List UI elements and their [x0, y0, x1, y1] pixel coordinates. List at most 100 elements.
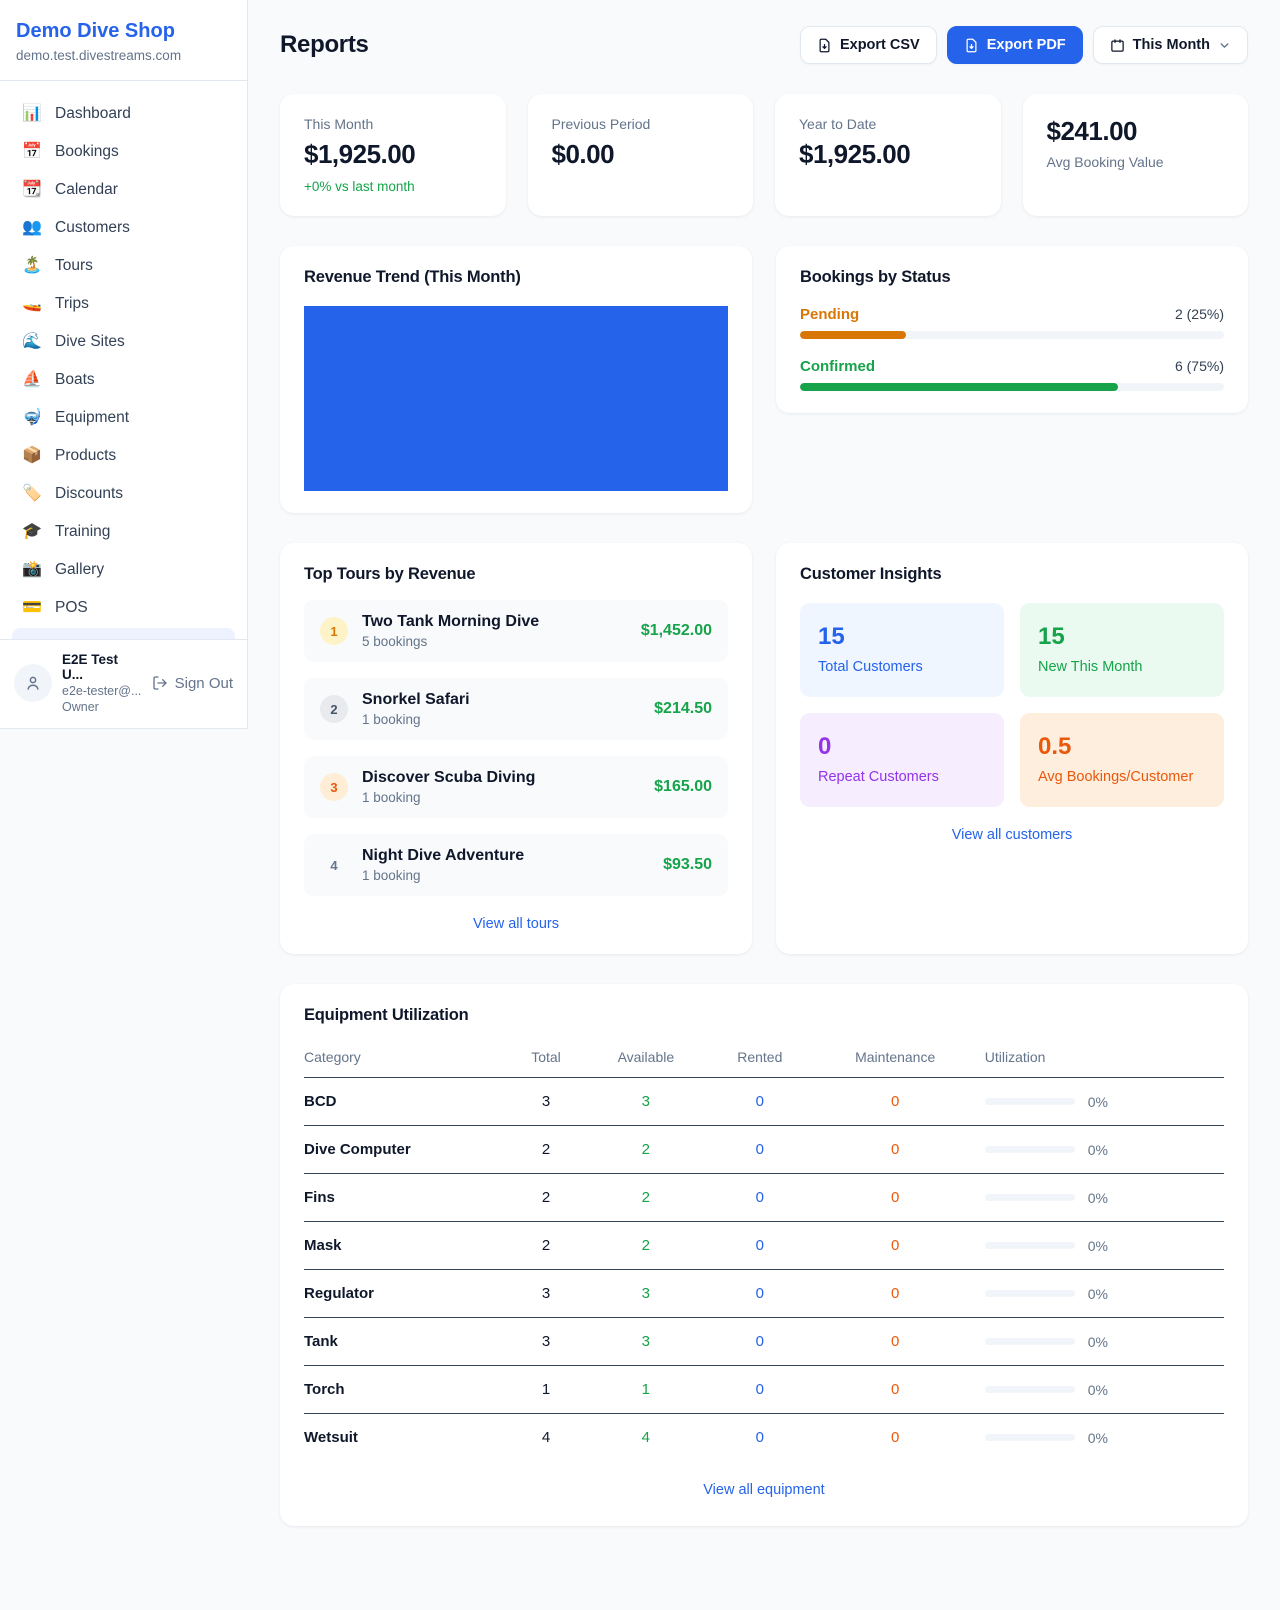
utilization-bar [984, 1242, 1075, 1249]
sidebar-item-boats[interactable]: ⛵ Boats [12, 361, 235, 399]
file-download-icon [819, 38, 830, 52]
sidebar-item-label: Products [55, 447, 117, 464]
sidebar-item-reports-active-partial[interactable] [12, 628, 235, 639]
cell-category: Fins [304, 1173, 509, 1222]
calendar-icon [1110, 38, 1124, 52]
main-content: Reports Export CSV Export PDF This Month [248, 0, 1280, 1576]
cell-total: 1 [508, 1365, 584, 1414]
column-header-maintenance: Maintenance [811, 1039, 979, 1078]
insight-label: New This Month [1038, 659, 1143, 675]
sidebar-item-pos[interactable]: 💳 POS [12, 589, 235, 627]
status-row-confirmed: Confirmed 6 (75%) [800, 358, 1224, 391]
stat-value: $0.00 [551, 139, 615, 169]
cell-available: 4 [641, 1429, 651, 1447]
user-email: e2e-tester@... [62, 684, 142, 698]
camera-flash-icon: 📸 [22, 561, 42, 578]
sidebar-item-label: Tours [55, 257, 93, 274]
sign-out-label: Sign Out [174, 674, 233, 692]
insights-grid: 15 Total Customers 15 New This Month 0 R… [800, 603, 1224, 807]
tour-name: Discover Scuba Diving [362, 769, 536, 786]
user-meta: E2E Test U... e2e-tester@... Owner [62, 652, 142, 714]
cell-total: 3 [508, 1317, 584, 1366]
sign-out-icon [152, 676, 167, 690]
stat-value: $241.00 [1046, 116, 1138, 146]
view-all-tours-link[interactable]: View all tours [473, 916, 559, 932]
equipment-utilization-card: Equipment Utilization Category Total Ava… [280, 984, 1248, 1526]
cell-category: BCD [304, 1077, 509, 1126]
cell-total: 2 [508, 1173, 584, 1222]
bar-chart-icon: 📊 [22, 105, 42, 122]
tour-bookings: 1 booking [362, 712, 421, 727]
cell-utilization: 0% [978, 1365, 1224, 1414]
column-header-utilization: Utilization [978, 1039, 1224, 1078]
cell-utilization: 0% [978, 1173, 1224, 1222]
sidebar-item-customers[interactable]: 👥 Customers [12, 209, 235, 247]
export-csv-button[interactable]: Export CSV [799, 26, 937, 64]
calendar-17-icon: 📅 [22, 143, 42, 160]
insight-value: 0.5 [1038, 733, 1072, 760]
cell-category: Tank [304, 1317, 509, 1366]
sidebar-item-equipment[interactable]: 🤿 Equipment [12, 399, 235, 437]
view-all-equipment-link[interactable]: View all equipment [703, 1481, 825, 1498]
stat-label: This Month [304, 116, 374, 132]
sidebar-item-dive-sites[interactable]: 🌊 Dive Sites [12, 323, 235, 361]
wave-icon: 🌊 [22, 333, 42, 350]
period-label: This Month [1132, 37, 1210, 53]
stat-card-avg-booking-value: $241.00 Avg Booking Value [1022, 94, 1248, 216]
top-tours-title: Top Tours by Revenue [304, 565, 476, 583]
sidebar-item-label: Discounts [55, 485, 124, 502]
period-dropdown[interactable]: This Month [1092, 26, 1248, 64]
cell-utilization: 0% [978, 1317, 1224, 1366]
tour-bookings: 5 bookings [362, 634, 428, 649]
sidebar-item-gallery[interactable]: 📸 Gallery [12, 551, 235, 589]
revenue-trend-chart [304, 306, 728, 491]
utilization-bar [984, 1434, 1075, 1442]
table-row: Tank 3 3 0 0 0% [304, 1317, 1224, 1366]
sidebar-item-tours[interactable]: 🏝️ Tours [12, 247, 235, 285]
sidebar-item-calendar[interactable]: 📆 Calendar [12, 171, 235, 209]
equipment-table: Category Total Available Rented Maintena… [304, 1039, 1224, 1462]
cell-available: 3 [583, 1269, 708, 1318]
stat-delta: +0% vs last month [304, 179, 415, 194]
stat-value: $1,925.00 [304, 139, 416, 169]
customer-insights-title: Customer Insights [800, 565, 942, 583]
cell-rented: 0 [708, 1317, 812, 1366]
stat-label: Avg Booking Value [1046, 154, 1164, 170]
cell-available: 3 [583, 1077, 708, 1126]
sidebar-item-training[interactable]: 🎓 Training [12, 513, 235, 551]
package-icon: 📦 [22, 447, 42, 464]
shop-domain: demo.test.divestreams.com [16, 48, 182, 63]
tour-row: 3 Discover Scuba Diving 1 booking $165.0… [304, 756, 728, 818]
stat-label: Previous Period [551, 116, 651, 132]
stat-card-year-to-date: Year to Date $1,925.00 [775, 94, 1001, 216]
sidebar-item-trips[interactable]: 🚤 Trips [12, 285, 235, 323]
utilization-bar [984, 1386, 1075, 1393]
sidebar-item-label: Dive Sites [55, 333, 125, 350]
tour-name: Night Dive Adventure [362, 847, 525, 864]
export-pdf-button[interactable]: Export PDF [946, 26, 1083, 64]
rank-badge: 3 [320, 773, 348, 801]
utilization-text: 0% [1087, 1285, 1108, 1302]
view-all-customers-link[interactable]: View all customers [951, 827, 1073, 843]
stat-card-this-month: This Month $1,925.00 +0% vs last month [280, 94, 506, 216]
utilization-text: 0% [1087, 1189, 1108, 1206]
sidebar-item-dashboard[interactable]: 📊 Dashboard [12, 95, 235, 133]
stat-label: Year to Date [799, 116, 877, 132]
tour-bookings: 1 booking [362, 868, 421, 883]
cell-total: 3 [508, 1269, 584, 1318]
insight-tile-repeat-customers: 0 Repeat Customers [800, 713, 1004, 807]
tour-amount: $165.00 [654, 778, 712, 795]
person-icon [27, 676, 39, 690]
sidebar-item-bookings[interactable]: 📅 Bookings [12, 133, 235, 171]
tear-off-calendar-icon: 📆 [22, 181, 42, 198]
insight-tile-total-customers: 15 Total Customers [800, 603, 1004, 697]
status-bar-fill-confirmed [800, 383, 1118, 391]
tour-row: 2 Snorkel Safari 1 booking $214.50 [304, 678, 728, 740]
status-count-confirmed: 6 (75%) [1174, 358, 1224, 374]
avatar [14, 664, 52, 702]
chevron-down-icon [1220, 42, 1229, 48]
sign-out-button[interactable]: Sign Out [152, 675, 233, 692]
insight-value: 15 [1038, 623, 1065, 650]
sidebar-item-discounts[interactable]: 🏷️ Discounts [12, 475, 235, 513]
sidebar-item-products[interactable]: 📦 Products [12, 437, 235, 475]
